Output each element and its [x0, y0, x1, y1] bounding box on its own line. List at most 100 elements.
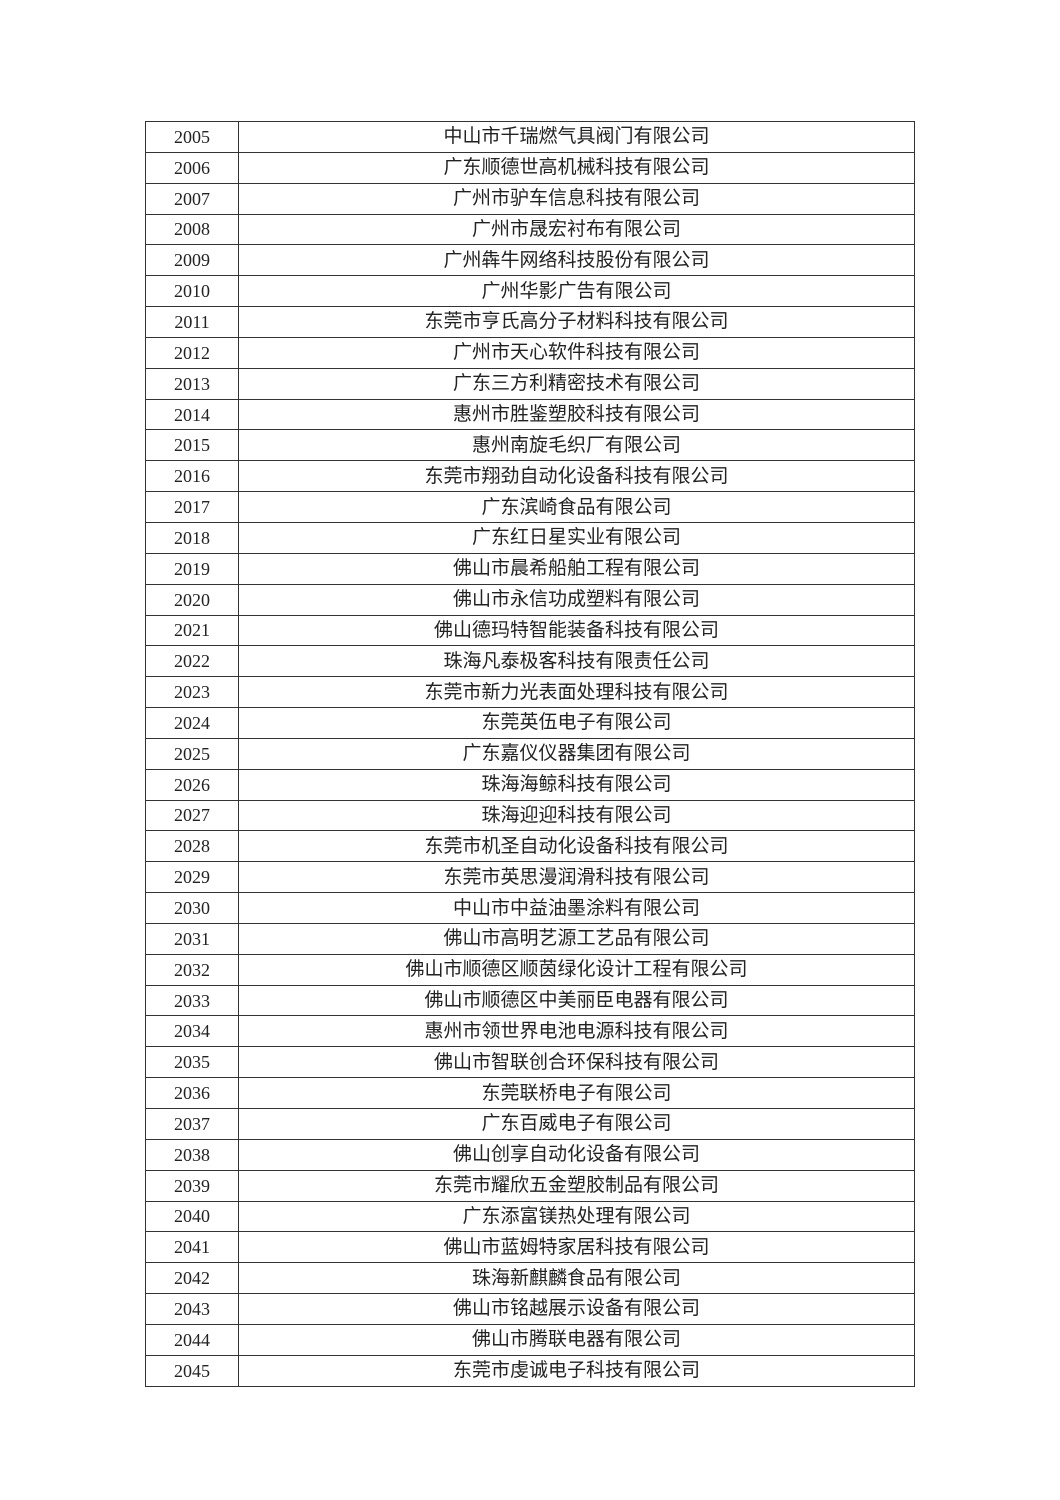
row-number: 2039 [145, 1169, 239, 1202]
row-number: 2043 [145, 1293, 239, 1325]
company-name: 东莞联桥电子有限公司 [238, 1077, 915, 1109]
company-name: 佛山市智联创合环保科技有限公司 [238, 1046, 915, 1079]
row-number: 2038 [145, 1138, 239, 1171]
table-row: 2006 广东顺德世高机械科技有限公司 [145, 151, 915, 184]
row-number: 2016 [145, 460, 239, 493]
row-number: 2036 [145, 1077, 239, 1109]
table-row: 2019 佛山市晨希船舶工程有限公司 [145, 552, 915, 585]
row-number: 2011 [145, 306, 239, 338]
company-name: 惠州市胜鉴塑胶科技有限公司 [238, 398, 915, 431]
company-name: 广州市晟宏衬布有限公司 [238, 213, 915, 246]
row-number: 2034 [145, 1015, 239, 1048]
company-name: 中山市中益油墨涂料有限公司 [238, 892, 915, 924]
company-name: 广东添富镁热处理有限公司 [238, 1200, 915, 1233]
row-number: 2012 [145, 336, 239, 369]
row-number: 2025 [145, 737, 239, 770]
row-number: 2028 [145, 830, 239, 863]
table-row: 2030 中山市中益油墨涂料有限公司 [145, 892, 915, 924]
table-row: 2013 广东三方利精密技术有限公司 [145, 367, 915, 400]
table-row: 2029 东莞市英思漫润滑科技有限公司 [145, 861, 915, 894]
row-number: 2044 [145, 1323, 239, 1356]
row-number: 2030 [145, 892, 239, 924]
row-number: 2007 [145, 182, 239, 215]
row-number: 2029 [145, 861, 239, 894]
table-row: 2025 广东嘉仪仪器集团有限公司 [145, 737, 915, 770]
table-row: 2020 佛山市永信功成塑料有限公司 [145, 583, 915, 616]
company-name: 中山市千瑞燃气具阀门有限公司 [238, 121, 915, 153]
row-number: 2006 [145, 151, 239, 184]
company-list-table: 2005 中山市千瑞燃气具阀门有限公司 2006 广东顺德世高机械科技有限公司 2007… [145, 121, 915, 1387]
company-name: 广州市驴车信息科技有限公司 [238, 182, 915, 215]
row-number: 2017 [145, 491, 239, 523]
table-row: 2015 惠州南旋毛织厂有限公司 [145, 429, 915, 462]
table-row: 2036 东莞联桥电子有限公司 [145, 1077, 915, 1109]
row-number: 2026 [145, 768, 239, 801]
row-number: 2005 [145, 121, 239, 153]
company-name: 广东嘉仪仪器集团有限公司 [238, 737, 915, 770]
table-row: 2043 佛山市铭越展示设备有限公司 [145, 1293, 915, 1325]
company-name: 广东顺德世高机械科技有限公司 [238, 151, 915, 184]
company-name: 东莞英伍电子有限公司 [238, 707, 915, 739]
company-name: 珠海新麒麟食品有限公司 [238, 1262, 915, 1295]
company-name: 广东三方利精密技术有限公司 [238, 367, 915, 400]
company-name: 广东红日星实业有限公司 [238, 521, 915, 554]
company-name: 广东百威电子有限公司 [238, 1108, 915, 1140]
table-row: 2008 广州市晟宏衬布有限公司 [145, 213, 915, 246]
table-row: 2024 东莞英伍电子有限公司 [145, 707, 915, 739]
table-row: 2021 佛山德玛特智能装备科技有限公司 [145, 614, 915, 647]
company-name: 佛山市高明艺源工艺品有限公司 [238, 922, 915, 955]
row-number: 2024 [145, 707, 239, 739]
company-name: 东莞市虔诚电子科技有限公司 [238, 1354, 915, 1387]
company-name: 佛山市腾联电器有限公司 [238, 1323, 915, 1356]
row-number: 2041 [145, 1231, 239, 1264]
company-name: 佛山创享自动化设备有限公司 [238, 1138, 915, 1171]
table-row: 2032 佛山市顺德区顺茵绿化设计工程有限公司 [145, 953, 915, 986]
row-number: 2019 [145, 552, 239, 585]
table-row: 2028 东莞市机圣自动化设备科技有限公司 [145, 830, 915, 863]
company-name: 东莞市机圣自动化设备科技有限公司 [238, 830, 915, 863]
company-name: 珠海海鲸科技有限公司 [238, 768, 915, 801]
row-number: 2022 [145, 645, 239, 678]
company-name: 佛山市铭越展示设备有限公司 [238, 1293, 915, 1325]
row-number: 2035 [145, 1046, 239, 1079]
table-row: 2007 广州市驴车信息科技有限公司 [145, 182, 915, 215]
company-name: 东莞市新力光表面处理科技有限公司 [238, 676, 915, 709]
row-number: 2032 [145, 953, 239, 986]
company-name: 东莞市英思漫润滑科技有限公司 [238, 861, 915, 894]
table-row: 2027 珠海迎迎科技有限公司 [145, 799, 915, 832]
row-number: 2020 [145, 583, 239, 616]
table-row: 2023 东莞市新力光表面处理科技有限公司 [145, 676, 915, 709]
company-name: 佛山市顺德区中美丽臣电器有限公司 [238, 984, 915, 1017]
table-row: 2022 珠海凡泰极客科技有限责任公司 [145, 645, 915, 678]
company-name: 东莞市亨氏高分子材料科技有限公司 [238, 306, 915, 338]
company-name: 佛山市顺德区顺茵绿化设计工程有限公司 [238, 953, 915, 986]
table-row: 2031 佛山市高明艺源工艺品有限公司 [145, 922, 915, 955]
company-name: 珠海迎迎科技有限公司 [238, 799, 915, 832]
table-row: 2014 惠州市胜鉴塑胶科技有限公司 [145, 398, 915, 431]
company-name: 惠州南旋毛织厂有限公司 [238, 429, 915, 462]
row-number: 2014 [145, 398, 239, 431]
row-number: 2009 [145, 244, 239, 277]
company-name: 广州市天心软件科技有限公司 [238, 336, 915, 369]
company-name: 东莞市翔劲自动化设备科技有限公司 [238, 460, 915, 493]
row-number: 2021 [145, 614, 239, 647]
company-name: 广东滨崎食品有限公司 [238, 491, 915, 523]
table-row: 2009 广州犇牛网络科技股份有限公司 [145, 244, 915, 277]
table-row: 2040 广东添富镁热处理有限公司 [145, 1200, 915, 1233]
table-row: 2026 珠海海鲸科技有限公司 [145, 768, 915, 801]
table-body: 2005 中山市千瑞燃气具阀门有限公司 2006 广东顺德世高机械科技有限公司 2007… [145, 121, 915, 1387]
row-number: 2033 [145, 984, 239, 1017]
company-name: 珠海凡泰极客科技有限责任公司 [238, 645, 915, 678]
company-name: 惠州市领世界电池电源科技有限公司 [238, 1015, 915, 1048]
company-name: 东莞市耀欣五金塑胶制品有限公司 [238, 1169, 915, 1202]
row-number: 2037 [145, 1108, 239, 1140]
company-name: 佛山市蓝姆特家居科技有限公司 [238, 1231, 915, 1264]
table-row: 2041 佛山市蓝姆特家居科技有限公司 [145, 1231, 915, 1264]
row-number: 2027 [145, 799, 239, 832]
table-row: 2012 广州市天心软件科技有限公司 [145, 336, 915, 369]
company-name: 广州犇牛网络科技股份有限公司 [238, 244, 915, 277]
table-row: 2005 中山市千瑞燃气具阀门有限公司 [145, 121, 915, 153]
table-row: 2045 东莞市虔诚电子科技有限公司 [145, 1354, 915, 1387]
table-row: 2018 广东红日星实业有限公司 [145, 521, 915, 554]
row-number: 2031 [145, 922, 239, 955]
